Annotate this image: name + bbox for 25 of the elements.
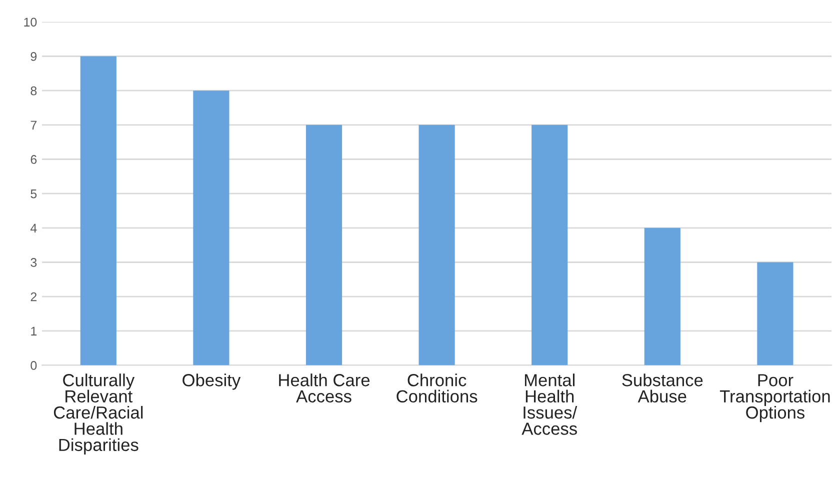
bar [757, 262, 794, 366]
y-tick-label: 2 [30, 292, 37, 302]
bar [80, 56, 116, 366]
x-tick-label: Obesity [182, 374, 241, 390]
y-tick-label: 7 [30, 120, 37, 130]
x-tick-label: Chronic Conditions [396, 374, 478, 403]
bar [644, 228, 680, 366]
y-tick-label: 5 [30, 190, 37, 198]
bar [418, 124, 455, 366]
bar [532, 124, 568, 366]
x-tick-label: Culturally Relevant Care/Racial Health Disparities [54, 374, 143, 454]
x-tick-label: Mental Health Issues/ Access [522, 374, 578, 435]
y-tick-label: 1 [31, 326, 37, 336]
bar [306, 124, 342, 366]
y-tick-label: 4 [30, 224, 37, 232]
y-tick-label: 0 [30, 361, 37, 370]
x-tick-label: Substance Abuse [622, 374, 703, 403]
y-tick-label: 9 [30, 52, 37, 61]
y-tick-label: 6 [30, 155, 37, 164]
x-tick-label: Health Care Access [279, 374, 370, 403]
y-tick-label: 3 [30, 258, 37, 267]
x-tick-label: Poor Transportation Options [720, 374, 830, 422]
y-tick-label: 8 [30, 86, 37, 96]
y-tick-label: 10 [24, 18, 37, 27]
bar [193, 90, 230, 366]
